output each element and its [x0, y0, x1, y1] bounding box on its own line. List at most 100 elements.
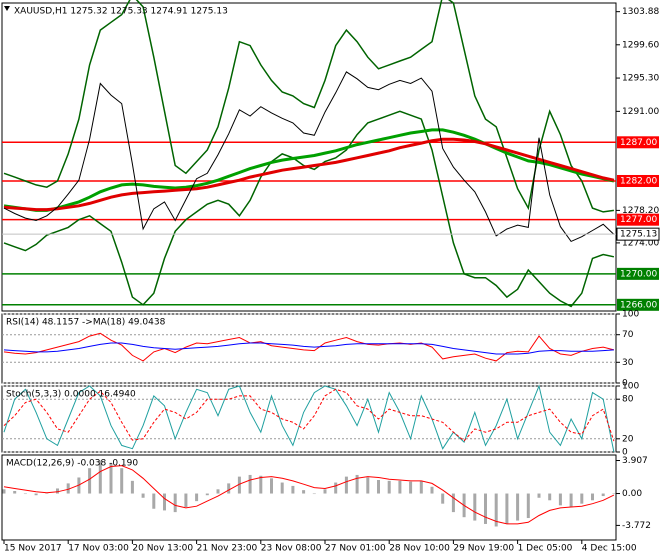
histogram-bar	[537, 493, 541, 498]
histogram-bar	[237, 476, 241, 494]
histogram-bar	[88, 468, 92, 494]
histogram-bar	[259, 475, 263, 494]
histogram-bar	[184, 493, 188, 508]
level-label: 1270.00	[620, 269, 657, 279]
histogram-bar	[430, 486, 434, 494]
y-tick-label: 1299.60	[622, 40, 659, 50]
histogram-bar	[323, 489, 327, 494]
histogram-bar	[419, 480, 423, 494]
histogram-bar	[66, 483, 70, 494]
histogram-bar	[344, 476, 348, 494]
histogram-bar	[34, 493, 38, 496]
y-tick-label: 1278.20	[622, 206, 659, 216]
y-tick-label: 20	[622, 434, 634, 444]
x-tick-label: 21 Nov 23:00	[197, 544, 258, 554]
histogram-bar	[505, 493, 509, 524]
x-tick-label: 15 Nov 2017	[4, 544, 62, 554]
histogram-bar	[334, 482, 338, 494]
histogram-bar	[98, 460, 102, 494]
y-tick-label: 0	[622, 379, 628, 389]
panel-title: MACD(12,26,9) -0.038 -0.190	[6, 459, 138, 469]
histogram-bar	[569, 493, 573, 508]
histogram-bar	[173, 493, 177, 513]
histogram-bar	[13, 490, 17, 494]
histogram-bar	[548, 493, 552, 501]
histogram-bar	[473, 493, 477, 521]
histogram-bar	[451, 493, 455, 513]
x-tick-label: 1 Dec 05:00	[518, 544, 573, 554]
x-tick-label: 28 Nov 10:00	[389, 544, 450, 554]
y-tick-label: 30	[622, 358, 634, 368]
x-tick-label: 17 Nov 03:00	[68, 544, 129, 554]
y-tick-label: 100	[622, 382, 639, 392]
histogram-bar	[516, 493, 520, 521]
y-tick-label: 1274.00	[622, 238, 659, 248]
level-label: 1282.00	[620, 176, 657, 186]
x-tick-label: 29 Nov 19:00	[453, 544, 514, 554]
y-tick-label: 1291.00	[622, 107, 659, 117]
histogram-bar	[280, 482, 284, 494]
histogram-bar	[227, 483, 231, 494]
histogram-bar	[120, 468, 124, 494]
x-tick-label: 20 Nov 13:00	[132, 544, 193, 554]
x-tick-label: 23 Nov 08:00	[261, 544, 322, 554]
histogram-bar	[355, 474, 359, 494]
histogram-bar	[612, 493, 616, 495]
histogram-bar	[302, 490, 306, 494]
level-label-box	[617, 213, 659, 226]
histogram-bar	[558, 493, 562, 506]
histogram-bar	[398, 480, 402, 494]
histogram-bar	[366, 477, 370, 494]
histogram-bar	[591, 493, 594, 501]
level-label-box	[617, 136, 659, 149]
x-tick-label: 27 Nov 01:00	[325, 544, 386, 554]
y-tick-label: 1295.30	[622, 74, 659, 84]
last-price-label: 1275.13	[620, 230, 657, 240]
series-line	[3, 388, 615, 442]
level-label-box	[617, 267, 659, 280]
histogram-bar	[109, 463, 113, 494]
histogram-bar	[270, 478, 273, 494]
y-tick-label: 0.00	[622, 489, 642, 499]
histogram-bar	[409, 481, 413, 494]
signal-line	[3, 465, 615, 525]
histogram-bar	[494, 493, 498, 527]
series-line	[3, 128, 615, 212]
series-line	[3, 384, 615, 453]
y-tick-label: 1303.88	[622, 7, 659, 17]
histogram-bar	[387, 480, 391, 494]
y-tick-label: 3.907	[622, 456, 648, 466]
panel-title: RSI(14) 48.1157 ->MA(18) 49.0438	[6, 318, 166, 328]
y-tick-label: 0	[622, 448, 628, 458]
series-line	[3, 332, 615, 362]
histogram-bar	[23, 493, 27, 495]
histogram-bar	[205, 493, 209, 496]
histogram-bar	[141, 493, 145, 498]
last-price-box	[616, 227, 660, 241]
x-tick-label: 4 Dec 15:00	[582, 544, 637, 554]
histogram-bar	[216, 489, 220, 494]
histogram-bar	[580, 493, 584, 504]
histogram-bar	[601, 493, 605, 497]
histogram-bar	[248, 474, 252, 494]
histogram-bar	[56, 488, 59, 494]
histogram-bar	[2, 489, 6, 494]
histogram-bar	[484, 493, 487, 524]
histogram-bar	[163, 493, 166, 511]
histogram-bar	[195, 493, 199, 502]
histogram-bar	[291, 485, 295, 494]
level-label: 1287.00	[620, 138, 657, 148]
y-tick-label: 80	[622, 395, 634, 405]
y-tick-label: -3.772	[622, 521, 651, 531]
level-label: 1277.00	[620, 215, 657, 225]
series-line	[3, 71, 615, 243]
symbol-icon	[4, 6, 10, 11]
panel-title: XAUUSD,H1 1275.32 1275.33 1274.91 1275.1…	[14, 7, 228, 17]
y-tick-label: 70	[622, 330, 634, 340]
series-line	[3, 0, 615, 213]
histogram-bar	[377, 480, 380, 494]
panel-title: Stoch(5,3,3) 0.0000 16.4940	[6, 390, 136, 400]
level-label: 1266.00	[620, 300, 657, 310]
histogram-bar	[312, 493, 316, 495]
